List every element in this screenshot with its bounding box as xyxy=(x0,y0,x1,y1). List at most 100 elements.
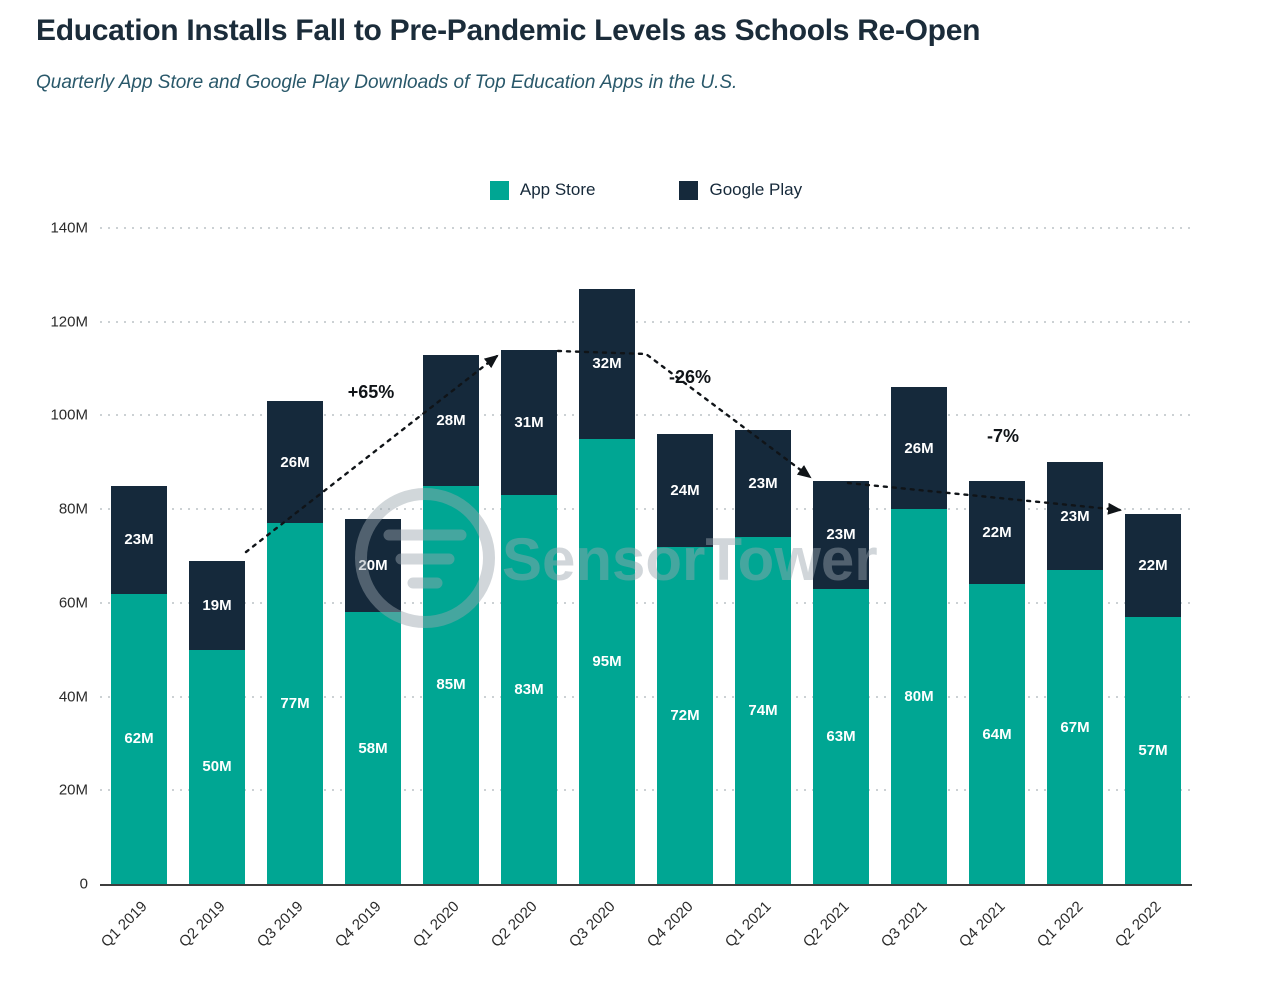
bar-value-label: 19M xyxy=(202,596,232,614)
x-tick-label: Q2 2019 xyxy=(176,898,230,951)
x-tick-label: Q4 2020 xyxy=(644,898,698,951)
bar-value-label: 83M xyxy=(514,681,544,699)
legend-swatch xyxy=(679,180,699,200)
y-tick-label: 140M xyxy=(50,219,88,237)
legend-label: Google Play xyxy=(709,180,803,199)
bar-value-label: 77M xyxy=(280,695,310,713)
x-tick-label: Q1 2019 xyxy=(98,898,152,951)
bar-slot: 28M 85M xyxy=(412,228,490,884)
stacked-bar-q1-2021: 23M 74M xyxy=(734,228,792,884)
bar-slot: 32M 95M xyxy=(568,228,646,884)
x-tick-label: Q1 2020 xyxy=(410,898,464,951)
y-tick-label: 20M xyxy=(58,781,88,799)
legend: App Store Google Play xyxy=(100,180,1192,200)
stacked-bar-q2-2021: 23M 63M xyxy=(812,228,870,884)
bar-slot: 22M 64M xyxy=(958,228,1036,884)
bar-value-label: 28M xyxy=(436,411,466,429)
bar-series: 23M 62M 19M 50M 26M 77M 20M 58M 28M 85M 31M 83M 32M 9… xyxy=(100,228,1192,884)
chart-subtitle: Quarterly App Store and Google Play Down… xyxy=(36,72,738,93)
bar-value-label: 64M xyxy=(982,725,1012,743)
gridline xyxy=(100,695,1192,698)
stacked-bar-q2-2020: 31M 83M xyxy=(500,228,558,884)
bar-segment-google-play: 24M xyxy=(656,434,714,547)
bar-slot: 22M 57M xyxy=(1114,228,1192,884)
bar-value-label: 72M xyxy=(670,706,700,724)
y-tick-label: 80M xyxy=(58,500,88,518)
bar-slot: 20M 58M xyxy=(334,228,412,884)
bar-value-label: 23M xyxy=(748,474,778,492)
x-tick-label: Q2 2020 xyxy=(488,898,542,951)
x-tick-label: Q3 2019 xyxy=(254,898,308,951)
bar-segment-app-store: 74M xyxy=(734,537,792,884)
bar-value-label: 26M xyxy=(904,439,934,457)
x-tick-label: Q1 2021 xyxy=(722,898,776,951)
gridline xyxy=(100,601,1192,604)
bar-segment-google-play: 20M xyxy=(344,518,402,613)
bar-segment-google-play: 23M xyxy=(1046,462,1104,571)
bar-slot: 23M 67M xyxy=(1036,228,1114,884)
bar-slot: 19M 50M xyxy=(178,228,256,884)
bar-slot: 23M 62M xyxy=(100,228,178,884)
stacked-bar-q1-2019: 23M 62M xyxy=(110,228,168,884)
stacked-bar-q4-2021: 22M 64M xyxy=(968,228,1026,884)
stacked-bar-q1-2022: 23M 67M xyxy=(1046,228,1104,884)
bar-value-label: 63M xyxy=(826,727,856,745)
bar-value-label: 57M xyxy=(1138,741,1168,759)
bar-value-label: 23M xyxy=(1060,507,1090,525)
bar-value-label: 22M xyxy=(1138,556,1168,574)
bar-slot: 31M 83M xyxy=(490,228,568,884)
bar-value-label: 22M xyxy=(982,524,1012,542)
stacked-bar-q2-2019: 19M 50M xyxy=(188,228,246,884)
bar-segment-google-play: 32M xyxy=(578,288,636,439)
bar-value-label: 67M xyxy=(1060,718,1090,736)
bar-value-label: 74M xyxy=(748,702,778,720)
bar-value-label: 85M xyxy=(436,676,466,694)
bar-value-label: 95M xyxy=(592,652,622,670)
plot-area: 23M 62M 19M 50M 26M 77M 20M 58M 28M 85M 31M 83M 32M 9… xyxy=(100,227,1192,886)
y-axis-labels: 0 20M 40M 60M 80M 100M 120M 140M xyxy=(0,220,88,893)
bar-value-label: 50M xyxy=(202,758,232,776)
y-tick-label: 100M xyxy=(50,406,88,424)
bar-segment-google-play: 22M xyxy=(968,481,1026,585)
chart-title: Education Installs Fall to Pre-Pandemic … xyxy=(36,14,981,47)
bar-slot: 23M 63M xyxy=(802,228,880,884)
bar-segment-google-play: 23M xyxy=(734,429,792,538)
y-tick-label: 40M xyxy=(58,688,88,706)
stacked-bar-q4-2019: 20M 58M xyxy=(344,228,402,884)
bar-segment-app-store: 58M xyxy=(344,612,402,884)
x-tick-label: Q1 2022 xyxy=(1034,898,1088,951)
bar-segment-app-store: 85M xyxy=(422,485,480,884)
bar-segment-google-play: 26M xyxy=(890,387,948,510)
bar-segment-app-store: 62M xyxy=(110,593,168,884)
x-tick-label: Q2 2021 xyxy=(800,898,854,951)
stacked-bar-q3-2020: 32M 95M xyxy=(578,228,636,884)
bar-segment-app-store: 72M xyxy=(656,546,714,884)
bar-slot: 24M 72M xyxy=(646,228,724,884)
bar-segment-app-store: 67M xyxy=(1046,570,1104,884)
bar-segment-app-store: 50M xyxy=(188,649,246,884)
x-tick-label: Q3 2020 xyxy=(566,898,620,951)
bar-value-label: 32M xyxy=(592,355,622,373)
x-tick-label: Q3 2021 xyxy=(878,898,932,951)
bar-value-label: 24M xyxy=(670,481,700,499)
x-tick-label: Q4 2019 xyxy=(332,898,386,951)
gridline xyxy=(100,789,1192,792)
bar-value-label: 26M xyxy=(280,453,310,471)
bar-slot: 23M 74M xyxy=(724,228,802,884)
bar-value-label: 31M xyxy=(514,413,544,431)
bar-segment-google-play: 26M xyxy=(266,401,324,524)
stacked-bar-q3-2021: 26M 80M xyxy=(890,228,948,884)
y-tick-label: 60M xyxy=(58,594,88,612)
bar-segment-google-play: 23M xyxy=(110,485,168,594)
bar-segment-app-store: 63M xyxy=(812,588,870,884)
stacked-bar-q4-2020: 24M 72M xyxy=(656,228,714,884)
bar-segment-app-store: 83M xyxy=(500,495,558,884)
x-axis-labels: Q1 2019 Q2 2019 Q3 2019 Q4 2019 Q1 2020 Q2 20… xyxy=(98,886,1192,982)
bar-value-label: 23M xyxy=(124,531,154,549)
stacked-bar-q3-2019: 26M 77M xyxy=(266,228,324,884)
legend-item-google-play: Google Play xyxy=(679,180,802,200)
bar-segment-google-play: 31M xyxy=(500,349,558,496)
stacked-bar-q2-2022: 22M 57M xyxy=(1124,228,1182,884)
legend-swatch xyxy=(489,180,509,200)
x-tick-label: Q4 2021 xyxy=(956,898,1010,951)
